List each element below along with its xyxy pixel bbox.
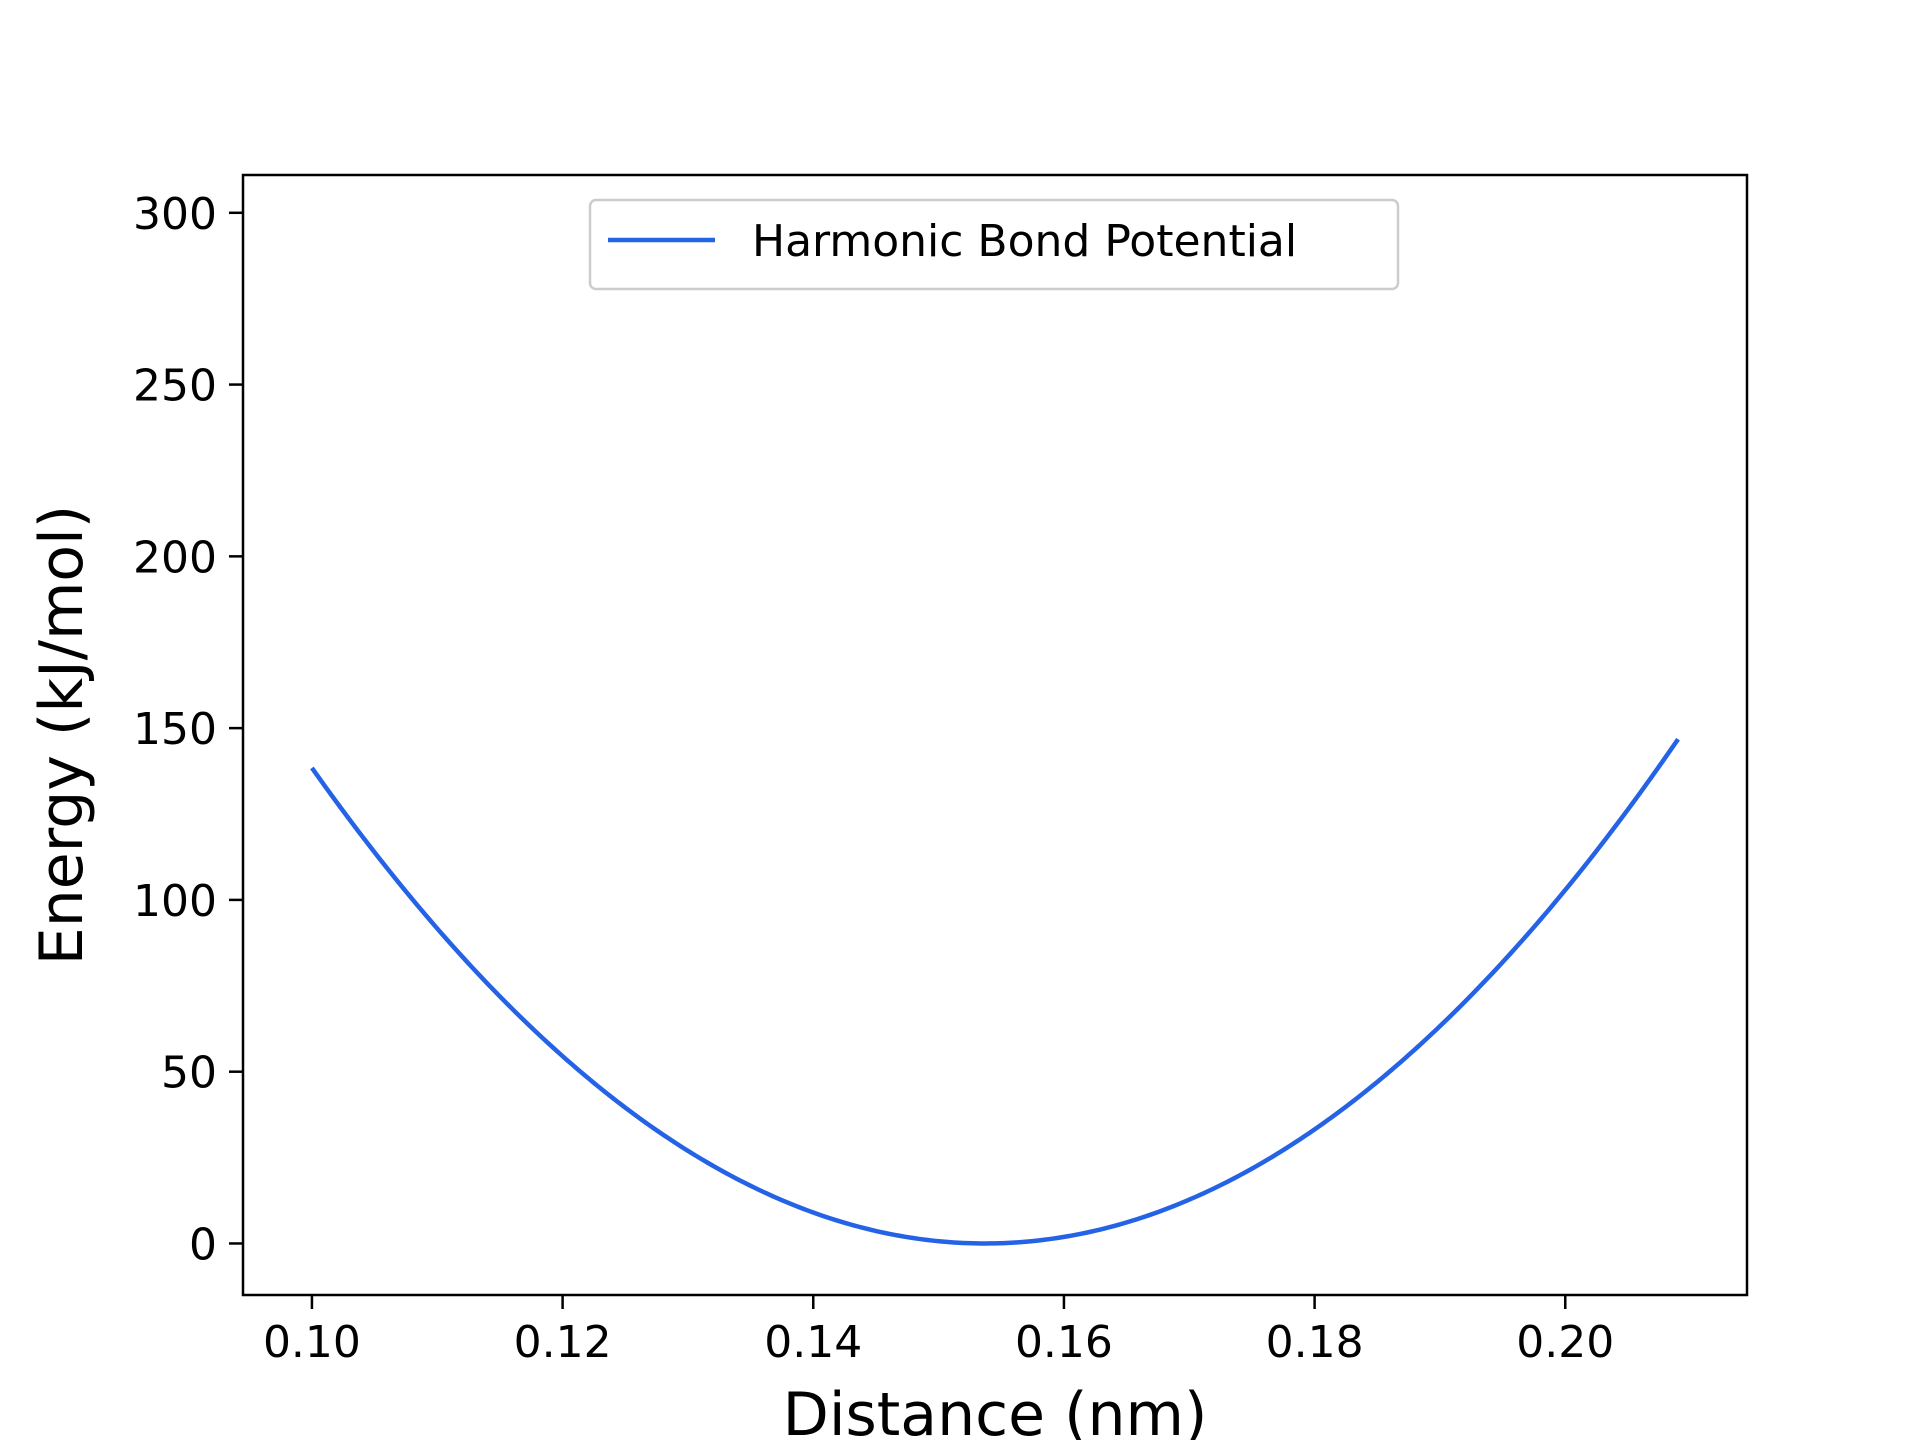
y-tick-label: 100: [133, 876, 217, 927]
y-tick-label: 50: [161, 1048, 217, 1099]
x-tick-label: 0.20: [1516, 1317, 1614, 1368]
y-tick-label: 200: [133, 532, 217, 583]
series-line-harmonic-bond-potential: [310, 737, 1680, 1246]
y-tick-label: 150: [133, 704, 217, 755]
legend-box: [588, 198, 1400, 291]
x-tick-label: 0.18: [1266, 1317, 1364, 1368]
legend-label: Harmonic Bond Potential: [752, 216, 1297, 267]
x-axis-ticks: 0.10 0.12 0.14 0.16 0.18 0.20: [263, 1295, 1614, 1368]
plot-area: [243, 175, 1747, 1295]
x-tick-label: 0.14: [764, 1317, 862, 1368]
y-tick-label: 0: [189, 1219, 217, 1270]
y-tick-label: 300: [133, 189, 217, 240]
y-axis-ticks: 0 50 100 150 200 250 300: [133, 189, 243, 1270]
plot-frame: [241, 173, 1749, 1297]
x-tick-label: 0.10: [263, 1317, 361, 1368]
y-tick-label: 250: [133, 361, 217, 412]
x-tick-label: 0.16: [1015, 1317, 1113, 1368]
y-axis-title: Energy (kJ/mol): [27, 505, 97, 965]
x-tick-label: 0.12: [514, 1317, 612, 1368]
legend: Harmonic Bond Potential: [588, 198, 1400, 291]
x-axis-title: Distance (nm): [783, 1380, 1208, 1440]
